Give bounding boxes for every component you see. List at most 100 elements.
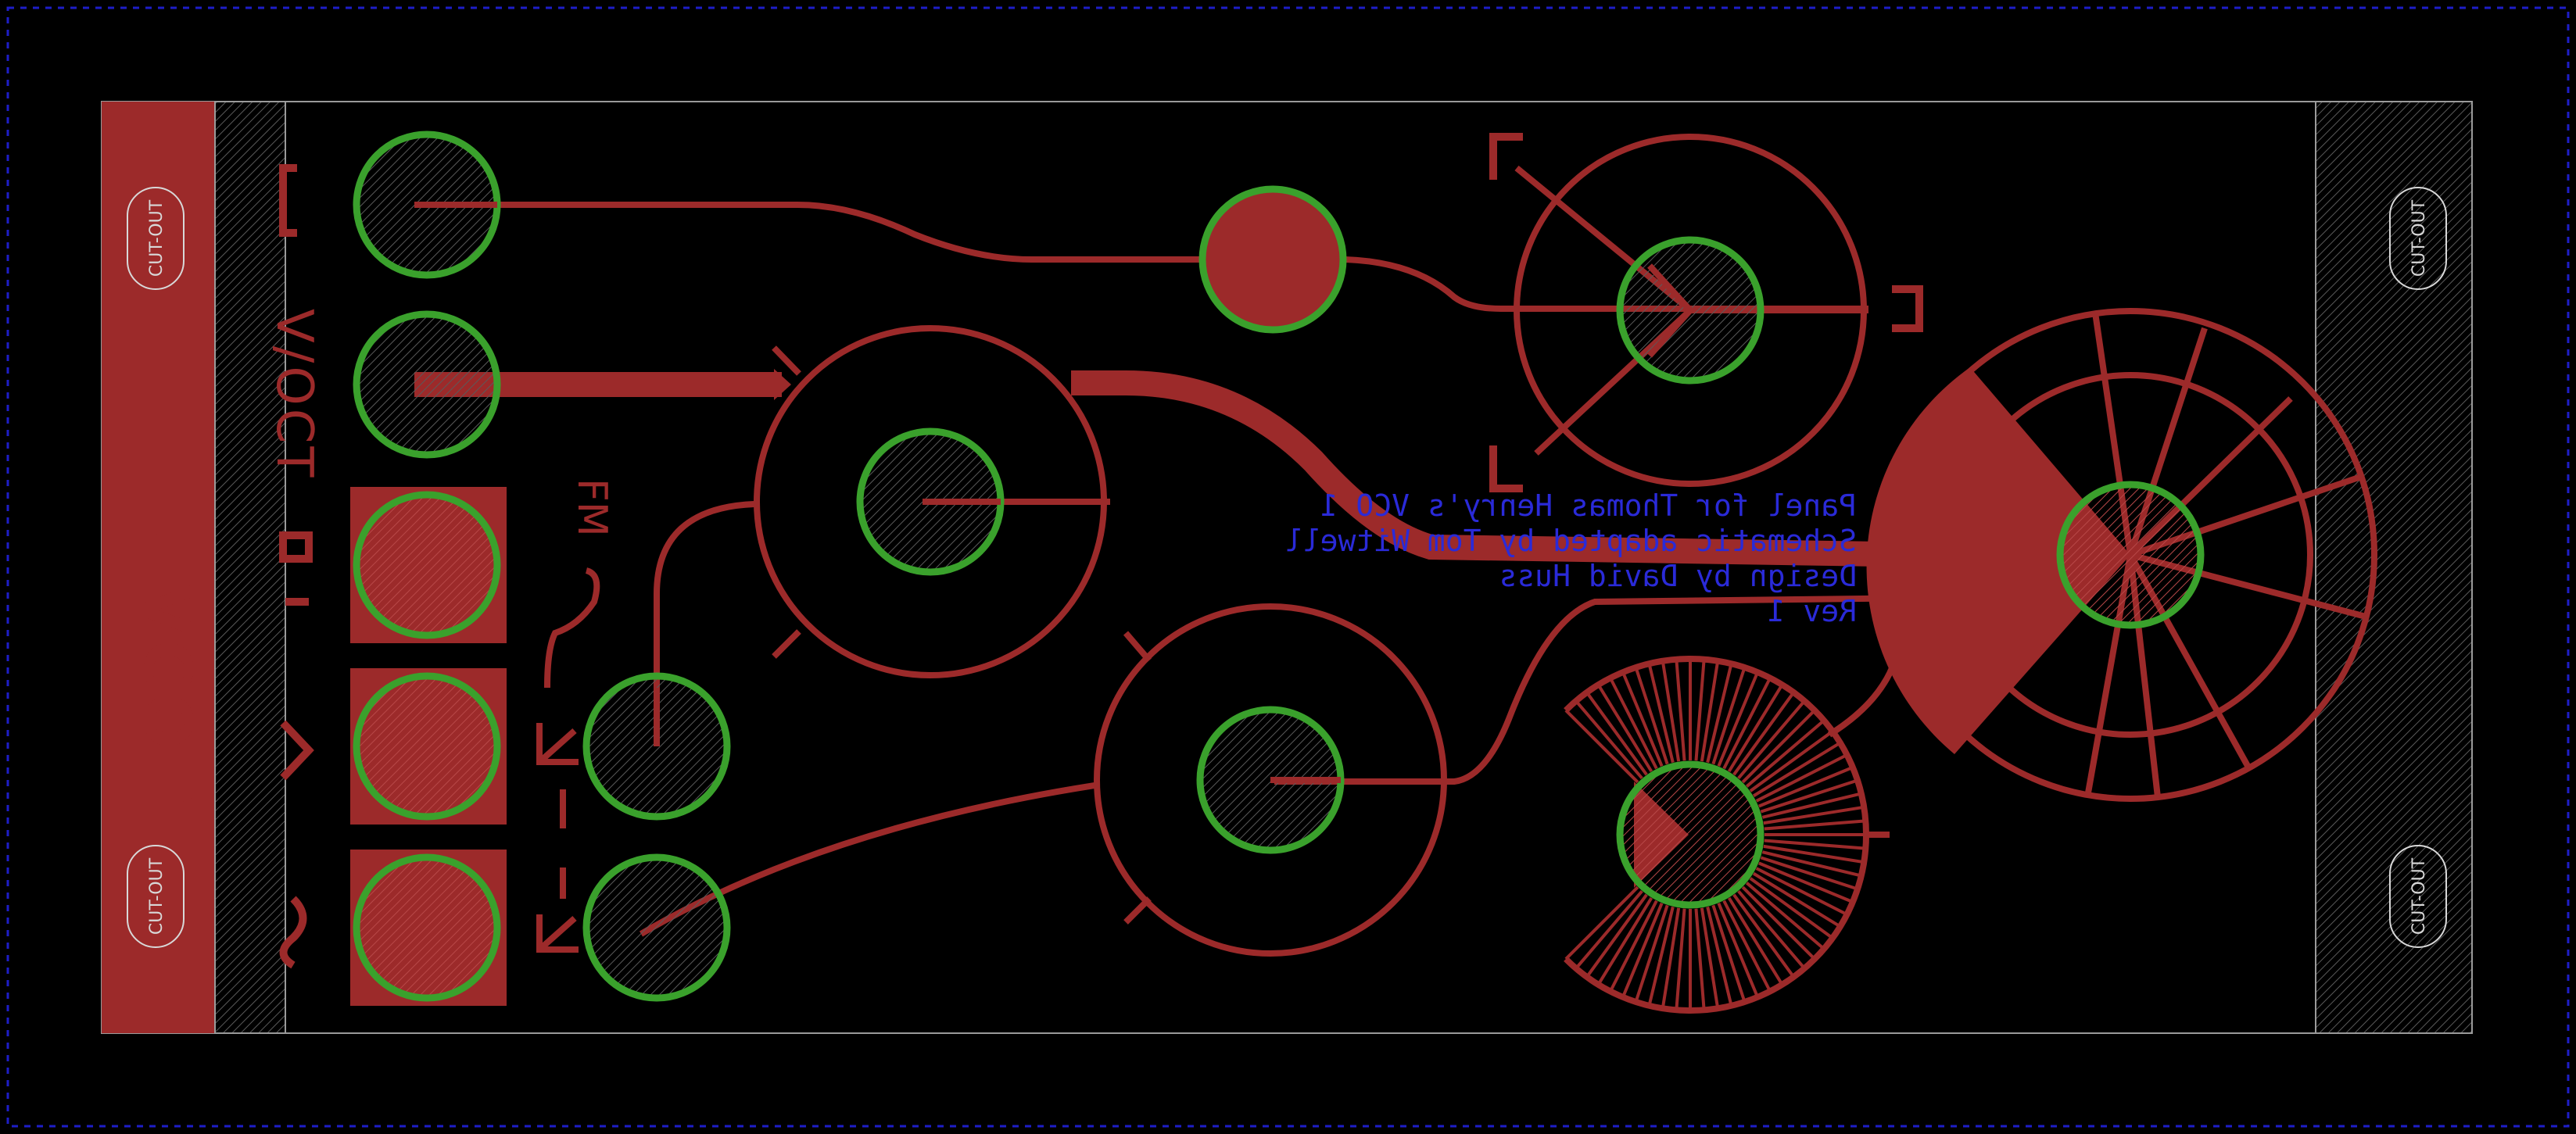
cutout-top-right: CUT-OUT [2389, 187, 2447, 290]
fine-dial-spoke [1647, 663, 1675, 764]
fine-dial-spoke [1700, 907, 1720, 1009]
fine-dial-spoke [1634, 904, 1669, 1003]
fine-dial-spoke [1741, 709, 1816, 784]
fine-dial-spoke [1722, 900, 1772, 993]
fine-dial-spoke [1760, 856, 1858, 891]
credit-line-3: Design by David Huss [1499, 559, 1857, 593]
fine-dial-spoke [1700, 660, 1720, 762]
fine-dial-spoke [1675, 908, 1686, 1011]
pad-wiper-lines [414, 202, 1695, 783]
fine-dial-spoke [1596, 684, 1653, 773]
fine-dial-spoke [1745, 719, 1825, 788]
cutout-bottom-left: CUT-OUT [127, 845, 185, 948]
svg-text:CUT-OUT: CUT-OUT [147, 857, 167, 935]
fine-dial-arc [1564, 656, 1869, 1014]
fine-dial-spoke [1761, 850, 1862, 878]
fine-dial-spoke [1621, 671, 1664, 767]
voct-label: V/OCT [265, 309, 323, 481]
fine-dial-spoke [1737, 699, 1806, 780]
credit-line-4: Rev 1 [1768, 594, 1857, 628]
pot-outline-coarse [754, 325, 1107, 678]
jack-pad-fm-2 [582, 853, 731, 1002]
fine-dial-spoke [1575, 889, 1643, 970]
svg-text:CUT-OUT: CUT-OUT [2409, 199, 2429, 277]
right-hatch-strip [2315, 101, 2473, 1034]
fine-dial-spoke [1755, 753, 1848, 803]
fine-dial-spoke [1737, 889, 1806, 970]
fm-label: FM [568, 478, 615, 537]
fine-dial-spoke [1752, 871, 1841, 928]
fine-dial-spoke [1564, 709, 1639, 784]
square-wave-icon [279, 531, 313, 606]
cutout-bottom-right: CUT-OUT [2389, 845, 2447, 948]
fine-dial-spoke [1661, 907, 1681, 1009]
fine-dial-spoke [1752, 741, 1841, 798]
fine-dial-spoke [1727, 896, 1784, 986]
fine-dial-spoke [1727, 684, 1784, 773]
dimension-border [6, 6, 2570, 1128]
cutout-top-left: CUT-OUT [127, 187, 185, 290]
fine-dial [1564, 656, 1890, 1014]
freq-dial [1866, 308, 2377, 802]
fine-dial-spoke [1717, 671, 1759, 767]
svg-text:CUT-OUT: CUT-OUT [2409, 857, 2429, 935]
jack-pad-5 [353, 853, 501, 1002]
fine-dial-spoke [1596, 896, 1653, 986]
sine-wave-icon [279, 896, 307, 969]
left-hatch-strip [214, 101, 286, 1034]
fine-dial-spoke [1760, 778, 1858, 814]
fine-dial-spoke [1711, 904, 1747, 1003]
fine-dial-spoke [1761, 792, 1862, 819]
arrow-icon [536, 723, 579, 953]
fine-dial-spoke [1585, 691, 1648, 776]
left-copper-strip [102, 102, 215, 1033]
fine-dial-spoke [1575, 699, 1643, 780]
fine-dial-spoke [1694, 908, 1706, 1011]
fm-connector-line [544, 567, 600, 689]
jack-pad-2 [353, 310, 501, 459]
fine-dial-spoke [1732, 893, 1795, 978]
triangle-wave-icon [280, 720, 314, 781]
credit-line-2: Schematic adapted by Tom Witwell [1284, 524, 1857, 558]
fine-dial-spoke [1764, 839, 1866, 850]
credit-line-1: Panel for Thomas Henry's VCO 1 [1320, 488, 1857, 523]
fine-dial-spoke [1758, 861, 1854, 903]
fine-dial-spoke [1585, 893, 1648, 978]
fine-dial-spoke [1706, 663, 1733, 764]
fine-dial-spoke [1564, 885, 1639, 961]
jack-pad-3 [353, 491, 501, 639]
fine-dial-spoke [1763, 844, 1865, 864]
fine-dial-spoke [1621, 903, 1664, 998]
pulse-wave-icon [279, 164, 297, 237]
fine-dial-spoke [1755, 867, 1848, 916]
fine-dial-spoke [1675, 659, 1686, 761]
fine-dial-spoke [1694, 659, 1706, 761]
credits-block: Panel for Thomas Henry's VCO 1 Schematic… [1284, 488, 1857, 628]
fine-dial-spoke [1706, 906, 1733, 1007]
jack-pad-4 [353, 672, 501, 821]
fine-dial-spoke [1722, 677, 1772, 770]
panel-title: T.H. VCO-1 [129, 399, 206, 837]
fine-dial-spoke [1763, 805, 1865, 825]
led-pad [1198, 185, 1347, 334]
fine-dial-spoke [1745, 882, 1825, 950]
top-pot-corner-marks [1489, 133, 1923, 492]
fine-dial-spoke [1749, 877, 1834, 939]
fine-dial-spoke [1661, 660, 1681, 762]
pot-pad-freq [2056, 481, 2205, 629]
fine-dial-spoke [1609, 900, 1658, 993]
svg-text:CUT-OUT: CUT-OUT [147, 199, 167, 277]
fine-dial-spoke [1647, 906, 1675, 1007]
fine-dial-spoke [1711, 667, 1747, 765]
pot-pad-fine [1616, 760, 1765, 909]
fine-dial-spoke [1741, 885, 1816, 961]
pot-outline-fm [1094, 603, 1447, 957]
fine-dial-spoke [1749, 730, 1834, 792]
fine-dial-spoke [1634, 667, 1669, 765]
fine-dial-spoke [1764, 819, 1866, 831]
fine-dial-spoke [1609, 677, 1658, 770]
fine-dial-spoke [1732, 691, 1795, 776]
fine-dial-spoke [1758, 766, 1854, 808]
